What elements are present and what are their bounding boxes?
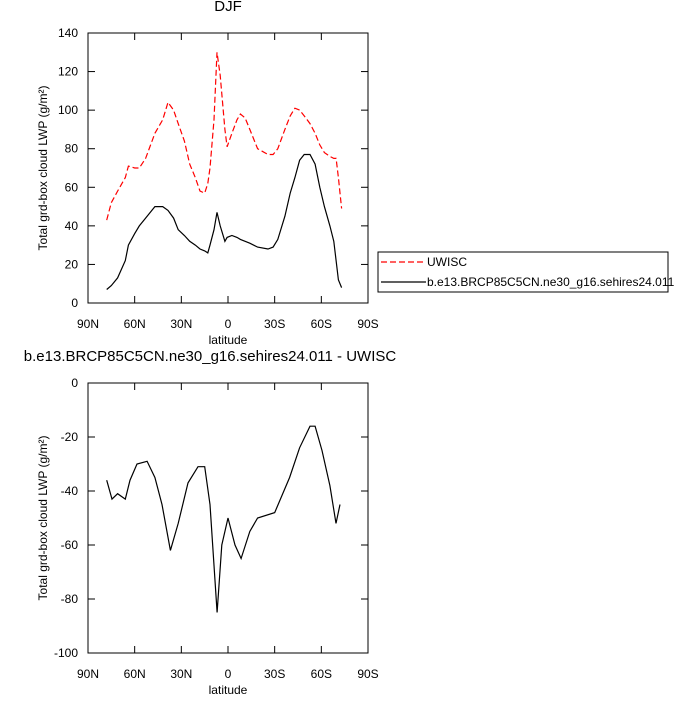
x-tick-label: 60S [311, 317, 332, 331]
x-tick-label: 60S [311, 667, 332, 681]
plot-frame [87, 32, 369, 304]
chart-title: b.e13.BRCP85C5CN.ne30_g16.sehires24.011 … [24, 348, 397, 365]
data-line [106, 153, 343, 290]
x-tick-label: 0 [225, 317, 232, 331]
y-tick-label: 0 [71, 296, 78, 310]
y-tick-label: -20 [61, 430, 79, 444]
y-tick-label: 20 [65, 257, 79, 271]
y-tick-label: 120 [58, 65, 78, 79]
data-line [106, 52, 343, 221]
x-axis-label: latitude [209, 333, 248, 347]
y-axis-label: Total grd-box cloud LWP (g/m²) [36, 86, 50, 251]
y-tick-label: -100 [54, 646, 78, 660]
chart-title: DJF [214, 0, 242, 15]
x-tick-label: 30S [264, 667, 285, 681]
y-tick-label: 40 [65, 219, 79, 233]
x-axis-label: latitude [209, 683, 248, 697]
x-tick-label: 0 [225, 667, 232, 681]
x-tick-label: 60N [124, 667, 146, 681]
x-tick-label: 30N [170, 667, 192, 681]
y-axis-label: Total grd-box cloud LWP (g/m²) [36, 436, 50, 601]
x-tick-label: 90N [77, 667, 99, 681]
y-tick-label: 80 [65, 142, 79, 156]
y-tick-label: 60 [65, 180, 79, 194]
y-tick-label: 0 [71, 376, 78, 390]
legend-label: UWISC [427, 255, 467, 269]
y-tick-label: -60 [61, 538, 79, 552]
x-tick-label: 60N [124, 317, 146, 331]
y-tick-label: -40 [61, 484, 79, 498]
legend-label: b.e13.BRCP85C5CN.ne30_g16.sehires24.011 [427, 275, 675, 289]
y-tick-label: -80 [61, 592, 79, 606]
y-tick-label: 100 [58, 103, 78, 117]
x-tick-label: 90N [77, 317, 99, 331]
legend-box [377, 251, 669, 293]
x-tick-label: 30S [264, 317, 285, 331]
data-line [106, 425, 341, 613]
y-tick-label: 140 [58, 26, 78, 40]
x-tick-label: 90S [357, 667, 378, 681]
x-tick-label: 30N [170, 317, 192, 331]
x-tick-label: 90S [357, 317, 378, 331]
